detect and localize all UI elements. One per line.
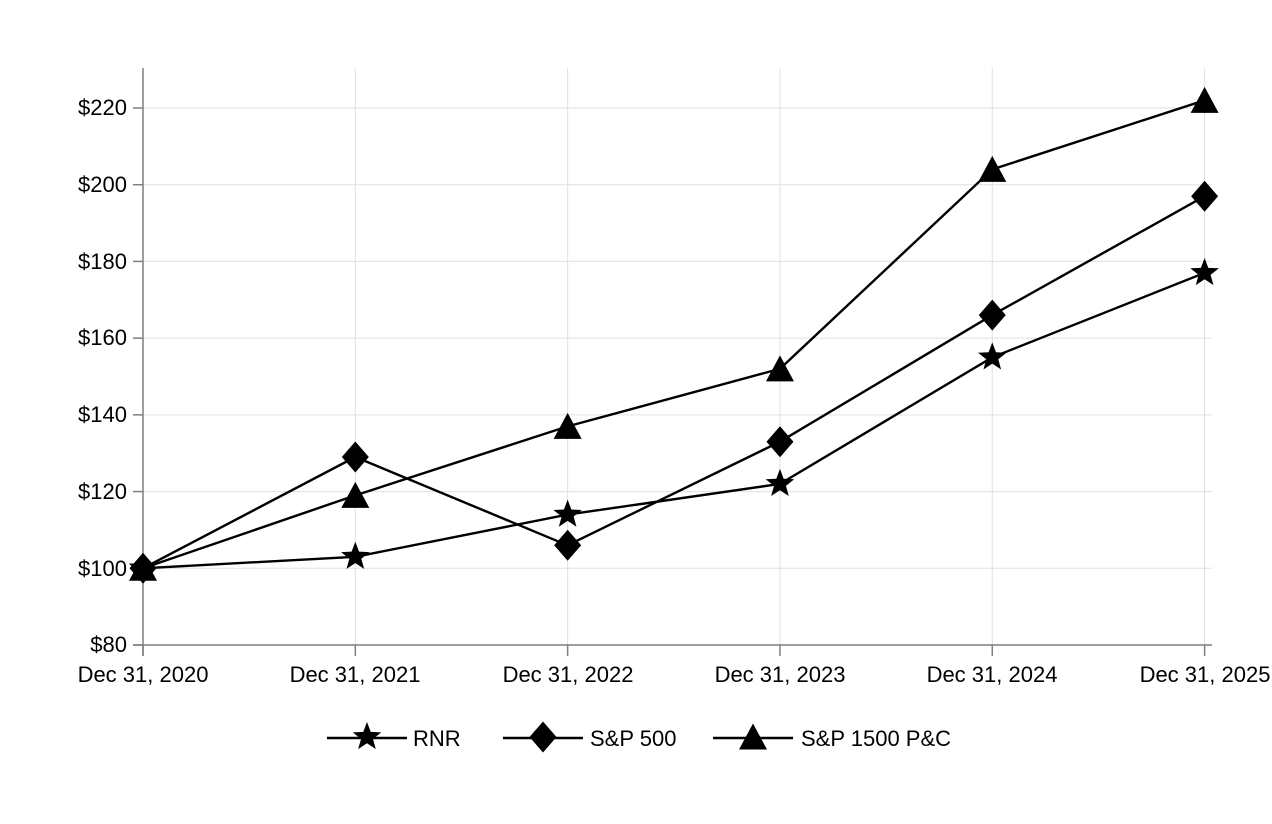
x-axis-tick-label: Dec 31, 2023 (715, 662, 846, 687)
y-axis-tick-label: $220 (78, 95, 127, 120)
star-marker-rnr (553, 499, 582, 527)
triangle-marker-s-p-1500-p-c (1190, 86, 1219, 113)
diamond-marker-s-p-500 (1191, 180, 1219, 212)
legend-item-sp1500-pc: S&P 1500 P&C (713, 723, 951, 751)
y-axis-tick-label: $180 (78, 249, 127, 274)
x-axis-tick-label: Dec 31, 2020 (78, 662, 209, 687)
series-layer (128, 86, 1219, 584)
chart-legend: RNR S&P 500 S&P 1500 P&C (327, 721, 951, 753)
triangle-marker-s-p-1500-p-c (129, 554, 157, 581)
series-line-rnr (142, 271, 1206, 570)
x-axis-tick-label: Dec 31, 2025 (1140, 662, 1271, 687)
legend-item-rnr: RNR (327, 722, 461, 751)
triangle-marker-s-p-1500-p-c (341, 481, 370, 508)
star-marker-rnr (765, 468, 795, 497)
star-marker-rnr (978, 342, 1007, 370)
star-marker-rnr (341, 541, 370, 569)
legend-label: S&P 1500 P&C (801, 726, 951, 751)
x-axis-labels: Dec 31, 2020 Dec 31, 2021 Dec 31, 2022 D… (78, 662, 1271, 687)
diamond-marker-s-p-500 (341, 441, 369, 473)
triangle-marker-s-p-1500-p-c (765, 355, 794, 382)
y-axis-tick-label: $100 (78, 556, 127, 581)
y-axis-labels: $220 $200 $180 $160 $140 $120 $100 $80 (78, 95, 127, 657)
triangle-marker-s-p-1500-p-c (553, 412, 582, 439)
y-axis-tick-label: $140 (78, 402, 127, 427)
diamond-marker-s-p-500 (978, 299, 1006, 331)
y-axis-tick-label: $80 (90, 632, 127, 657)
y-axis-tick-label: $160 (78, 325, 127, 350)
legend-label: RNR (413, 726, 461, 751)
diamond-marker-s-p-500 (554, 529, 582, 561)
y-axis-tick-label: $200 (78, 172, 127, 197)
star-marker-rnr (1190, 257, 1219, 286)
series-line-s-p-1500-p-c (142, 99, 1205, 570)
star-icon (352, 722, 382, 750)
triangle-marker-s-p-1500-p-c (978, 155, 1007, 182)
x-axis-tick-label: Dec 31, 2024 (927, 662, 1058, 687)
x-axis-tick-label: Dec 31, 2022 (503, 662, 634, 687)
diamond-icon (529, 721, 557, 753)
triangle-icon (739, 723, 767, 750)
series-line-s-p-500 (142, 195, 1206, 570)
diamond-marker-s-p-500 (766, 426, 794, 458)
legend-item-sp500: S&P 500 (503, 721, 676, 753)
legend-label: S&P 500 (590, 726, 676, 751)
y-axis-tick-label: $120 (78, 479, 127, 504)
x-axis-tick-label: Dec 31, 2021 (290, 662, 421, 687)
